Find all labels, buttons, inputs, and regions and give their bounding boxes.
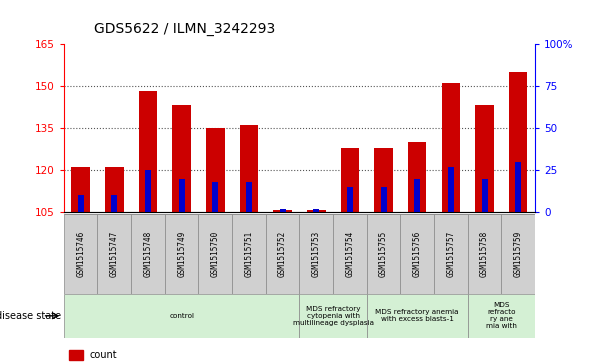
Bar bbox=[71, 167, 90, 212]
Bar bbox=[475, 105, 494, 212]
Bar bbox=[509, 72, 528, 212]
Bar bbox=[165, 214, 198, 294]
Bar bbox=[64, 214, 97, 294]
Bar bbox=[64, 294, 299, 338]
Bar bbox=[206, 128, 224, 212]
Bar bbox=[307, 209, 325, 212]
Bar bbox=[97, 214, 131, 294]
Bar bbox=[240, 125, 258, 212]
Text: GSM1515749: GSM1515749 bbox=[177, 231, 186, 277]
Text: GSM1515750: GSM1515750 bbox=[211, 231, 220, 277]
Bar bbox=[468, 294, 535, 338]
Text: GSM1515753: GSM1515753 bbox=[312, 231, 321, 277]
Bar bbox=[401, 214, 434, 294]
Text: MDS
refracto
ry ane
mia with: MDS refracto ry ane mia with bbox=[486, 302, 517, 329]
Bar bbox=[266, 214, 299, 294]
Bar bbox=[111, 195, 117, 212]
Bar bbox=[145, 170, 151, 212]
Bar bbox=[78, 195, 84, 212]
Text: GSM1515754: GSM1515754 bbox=[345, 231, 354, 277]
Bar bbox=[434, 214, 468, 294]
Bar bbox=[441, 83, 460, 212]
Text: GSM1515755: GSM1515755 bbox=[379, 231, 388, 277]
Bar bbox=[515, 162, 521, 212]
Text: GSM1515748: GSM1515748 bbox=[143, 231, 153, 277]
Bar bbox=[105, 167, 123, 212]
Bar bbox=[367, 214, 401, 294]
Text: GSM1515758: GSM1515758 bbox=[480, 231, 489, 277]
Text: disease state: disease state bbox=[0, 311, 61, 321]
Bar bbox=[375, 148, 393, 212]
Text: GSM1515751: GSM1515751 bbox=[244, 231, 254, 277]
Bar bbox=[139, 91, 157, 212]
Bar bbox=[468, 214, 502, 294]
Bar bbox=[131, 214, 165, 294]
Text: GSM1515756: GSM1515756 bbox=[413, 231, 422, 277]
Bar bbox=[246, 182, 252, 212]
Bar bbox=[367, 294, 468, 338]
Text: GSM1515752: GSM1515752 bbox=[278, 231, 287, 277]
Bar bbox=[340, 148, 359, 212]
Bar bbox=[299, 214, 333, 294]
Text: GDS5622 / ILMN_3242293: GDS5622 / ILMN_3242293 bbox=[94, 22, 275, 36]
Text: MDS refractory
cytopenia with
multilineage dysplasia: MDS refractory cytopenia with multilinea… bbox=[292, 306, 373, 326]
Text: control: control bbox=[169, 313, 194, 319]
Bar bbox=[212, 182, 218, 212]
Bar bbox=[299, 294, 367, 338]
Bar bbox=[448, 167, 454, 212]
Bar bbox=[69, 350, 83, 360]
Text: GSM1515746: GSM1515746 bbox=[76, 231, 85, 277]
Text: GSM1515757: GSM1515757 bbox=[446, 231, 455, 277]
Bar bbox=[502, 214, 535, 294]
Bar bbox=[179, 179, 185, 212]
Bar bbox=[482, 179, 488, 212]
Bar bbox=[280, 209, 286, 212]
Bar bbox=[381, 187, 387, 212]
Bar bbox=[232, 214, 266, 294]
Text: GSM1515759: GSM1515759 bbox=[514, 231, 523, 277]
Bar bbox=[414, 179, 420, 212]
Bar bbox=[198, 214, 232, 294]
Text: GSM1515747: GSM1515747 bbox=[110, 231, 119, 277]
Bar bbox=[274, 209, 292, 212]
Bar bbox=[313, 209, 319, 212]
Bar bbox=[173, 105, 191, 212]
Bar bbox=[347, 187, 353, 212]
Bar bbox=[333, 214, 367, 294]
Bar bbox=[408, 142, 426, 212]
Text: MDS refractory anemia
with excess blasts-1: MDS refractory anemia with excess blasts… bbox=[376, 309, 459, 322]
Text: count: count bbox=[90, 350, 117, 360]
